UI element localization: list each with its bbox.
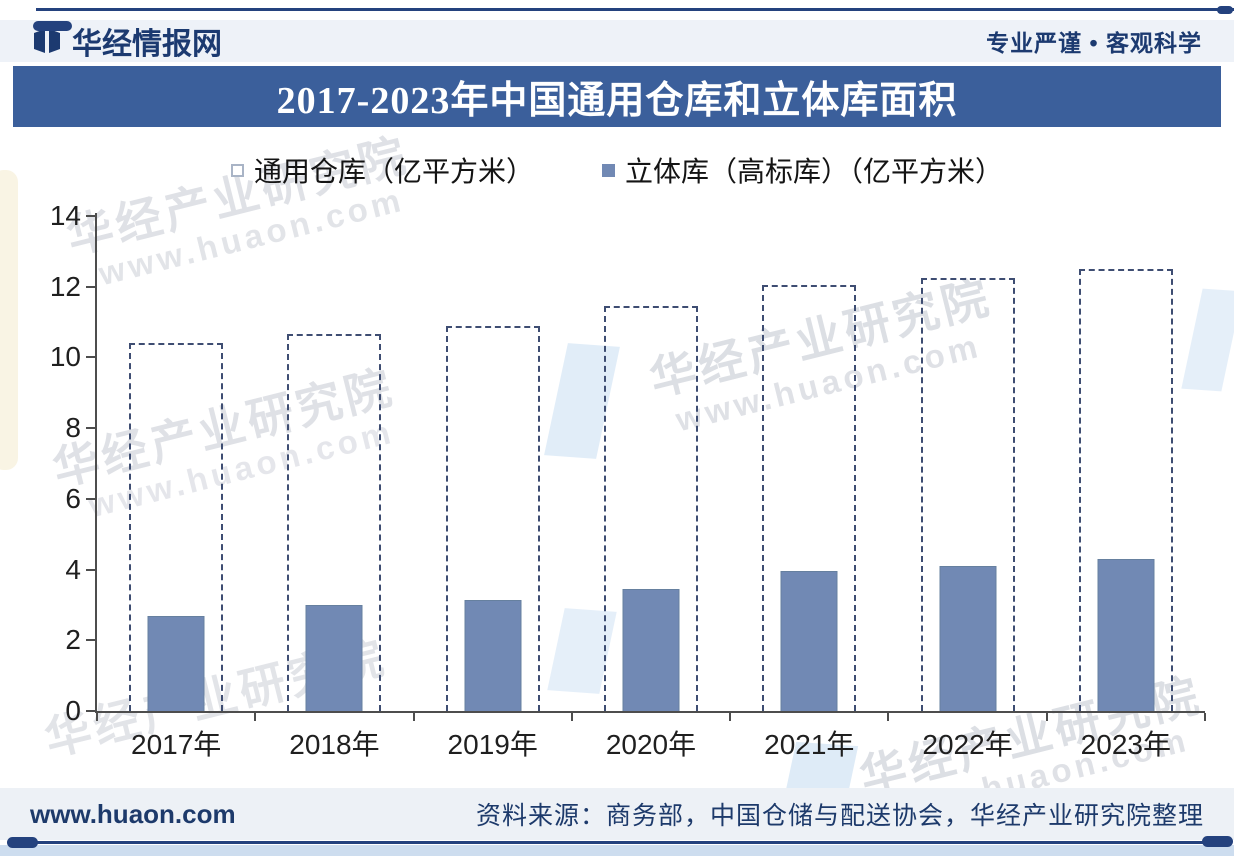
bar-general-warehouse-2022	[920, 277, 1015, 711]
top-rule	[36, 8, 1234, 11]
bottom-strip	[0, 845, 1234, 856]
y-axis-tick	[86, 356, 95, 359]
brand-name: 华经情报网	[72, 28, 222, 61]
bar-group-2018: 2018年	[255, 213, 413, 760]
x-axis-label: 2020年	[605, 729, 697, 760]
legend-label: 立体库（高标库）（亿平方米）	[625, 156, 1004, 187]
y-axis-tick-label: 0	[65, 695, 81, 726]
x-axis-label: 2021年	[764, 729, 855, 760]
x-axis-tick	[887, 713, 890, 721]
open-square-marker-icon	[230, 163, 244, 177]
y-axis-tick-label: 2	[65, 624, 81, 656]
y-axis-tick	[86, 285, 95, 288]
x-axis-label: 2019年	[447, 729, 538, 760]
data-source-note: 资料来源：商务部，中国仓储与配送协会，华经产业研究院整理	[475, 802, 1204, 830]
legend-item-stereo-warehouse: 立体库（高标库）（亿平方米）	[602, 150, 1003, 190]
legend-item-general-warehouse: 通用仓库（亿平方米）	[230, 150, 534, 190]
x-axis-label: 2017年	[130, 729, 222, 760]
bottom-rule-right-cap	[1202, 836, 1233, 847]
bar-stereo-warehouse-2018	[305, 604, 363, 711]
bar-general-warehouse-2023	[1078, 269, 1173, 711]
legend: 通用仓库（亿平方米） 立体库（高标库）（亿平方米）	[0, 150, 1234, 190]
y-axis-tick-label: 8	[65, 412, 81, 444]
top-rule-left-cap	[33, 21, 72, 31]
website-link[interactable]: www.huaon.com	[30, 798, 236, 829]
bar-stereo-warehouse-2023	[1097, 558, 1155, 711]
y-axis-tick	[86, 497, 95, 500]
x-axis-tick	[1045, 713, 1048, 721]
x-axis-label: 2023年	[1080, 729, 1171, 760]
y-axis-tick-label: 6	[65, 482, 81, 514]
bar-general-warehouse-2019	[445, 325, 540, 711]
bottom-rule	[20, 841, 1214, 844]
chart-title: 2017-2023年中国通用仓库和立体库面积	[276, 80, 958, 122]
bar-group-2022: 2022年	[888, 213, 1046, 760]
top-rule-right-cap	[1217, 6, 1233, 14]
bottom-rule-left-cap	[7, 837, 38, 848]
x-axis-tick	[570, 713, 573, 721]
x-axis-tick	[1204, 713, 1206, 721]
bar-stereo-warehouse-2022	[939, 566, 997, 711]
bar-general-warehouse-2021	[762, 284, 857, 711]
bar-group-2017: 2017年	[97, 213, 255, 760]
x-axis-label: 2022年	[922, 729, 1013, 760]
bar-stereo-warehouse-2020	[622, 589, 680, 711]
x-axis-label: 2018年	[289, 729, 380, 760]
bar-stereo-warehouse-2019	[464, 599, 522, 711]
logo-open-book-icon	[32, 28, 62, 54]
bar-group-2023: 2023年	[1047, 213, 1205, 760]
watermark-cream-blob	[0, 170, 18, 470]
y-axis-tick-label: 10	[49, 341, 81, 373]
header: 华经情报网 专业严谨 • 客观科学	[0, 20, 1234, 62]
y-axis-tick	[86, 427, 95, 430]
brand[interactable]: 华经情报网	[32, 19, 222, 63]
footer: www.huaon.com 资料来源：商务部，中国仓储与配送协会，华经产业研究院…	[0, 788, 1234, 840]
bar-group-2021: 2021年	[730, 213, 888, 760]
bar-group-2020: 2020年	[572, 213, 730, 760]
bar-group-2019: 2019年	[414, 213, 572, 760]
plot-area: 0 2 4 6 8 10 12 14 2017年 2018年 2019年 2020年 2021年 2022…	[50, 200, 1206, 760]
bar-general-warehouse-2017	[129, 343, 224, 711]
title-bar: 2017-2023年中国通用仓库和立体库面积	[13, 66, 1221, 127]
x-axis-tick	[729, 713, 732, 721]
y-axis-tick	[86, 639, 95, 642]
bar-stereo-warehouse-2017	[147, 615, 205, 711]
legend-label: 通用仓库（亿平方米）	[253, 156, 534, 187]
x-axis-tick	[254, 713, 257, 721]
bar-general-warehouse-2018	[287, 334, 382, 711]
y-axis-tick-label: 12	[49, 270, 81, 302]
solid-square-marker-icon	[602, 163, 615, 177]
x-axis-tick	[412, 713, 415, 721]
y-axis-tick	[86, 568, 95, 571]
y-axis-tick-label: 4	[65, 553, 81, 585]
bar-stereo-warehouse-2021	[780, 571, 838, 711]
x-axis-tick	[96, 713, 98, 721]
y-axis-tick	[86, 710, 95, 712]
y-axis-tick	[86, 215, 95, 217]
header-slogan: 专业严谨 • 客观科学	[986, 30, 1202, 56]
y-axis-tick-label: 14	[49, 200, 81, 231]
bar-general-warehouse-2020	[603, 306, 698, 711]
